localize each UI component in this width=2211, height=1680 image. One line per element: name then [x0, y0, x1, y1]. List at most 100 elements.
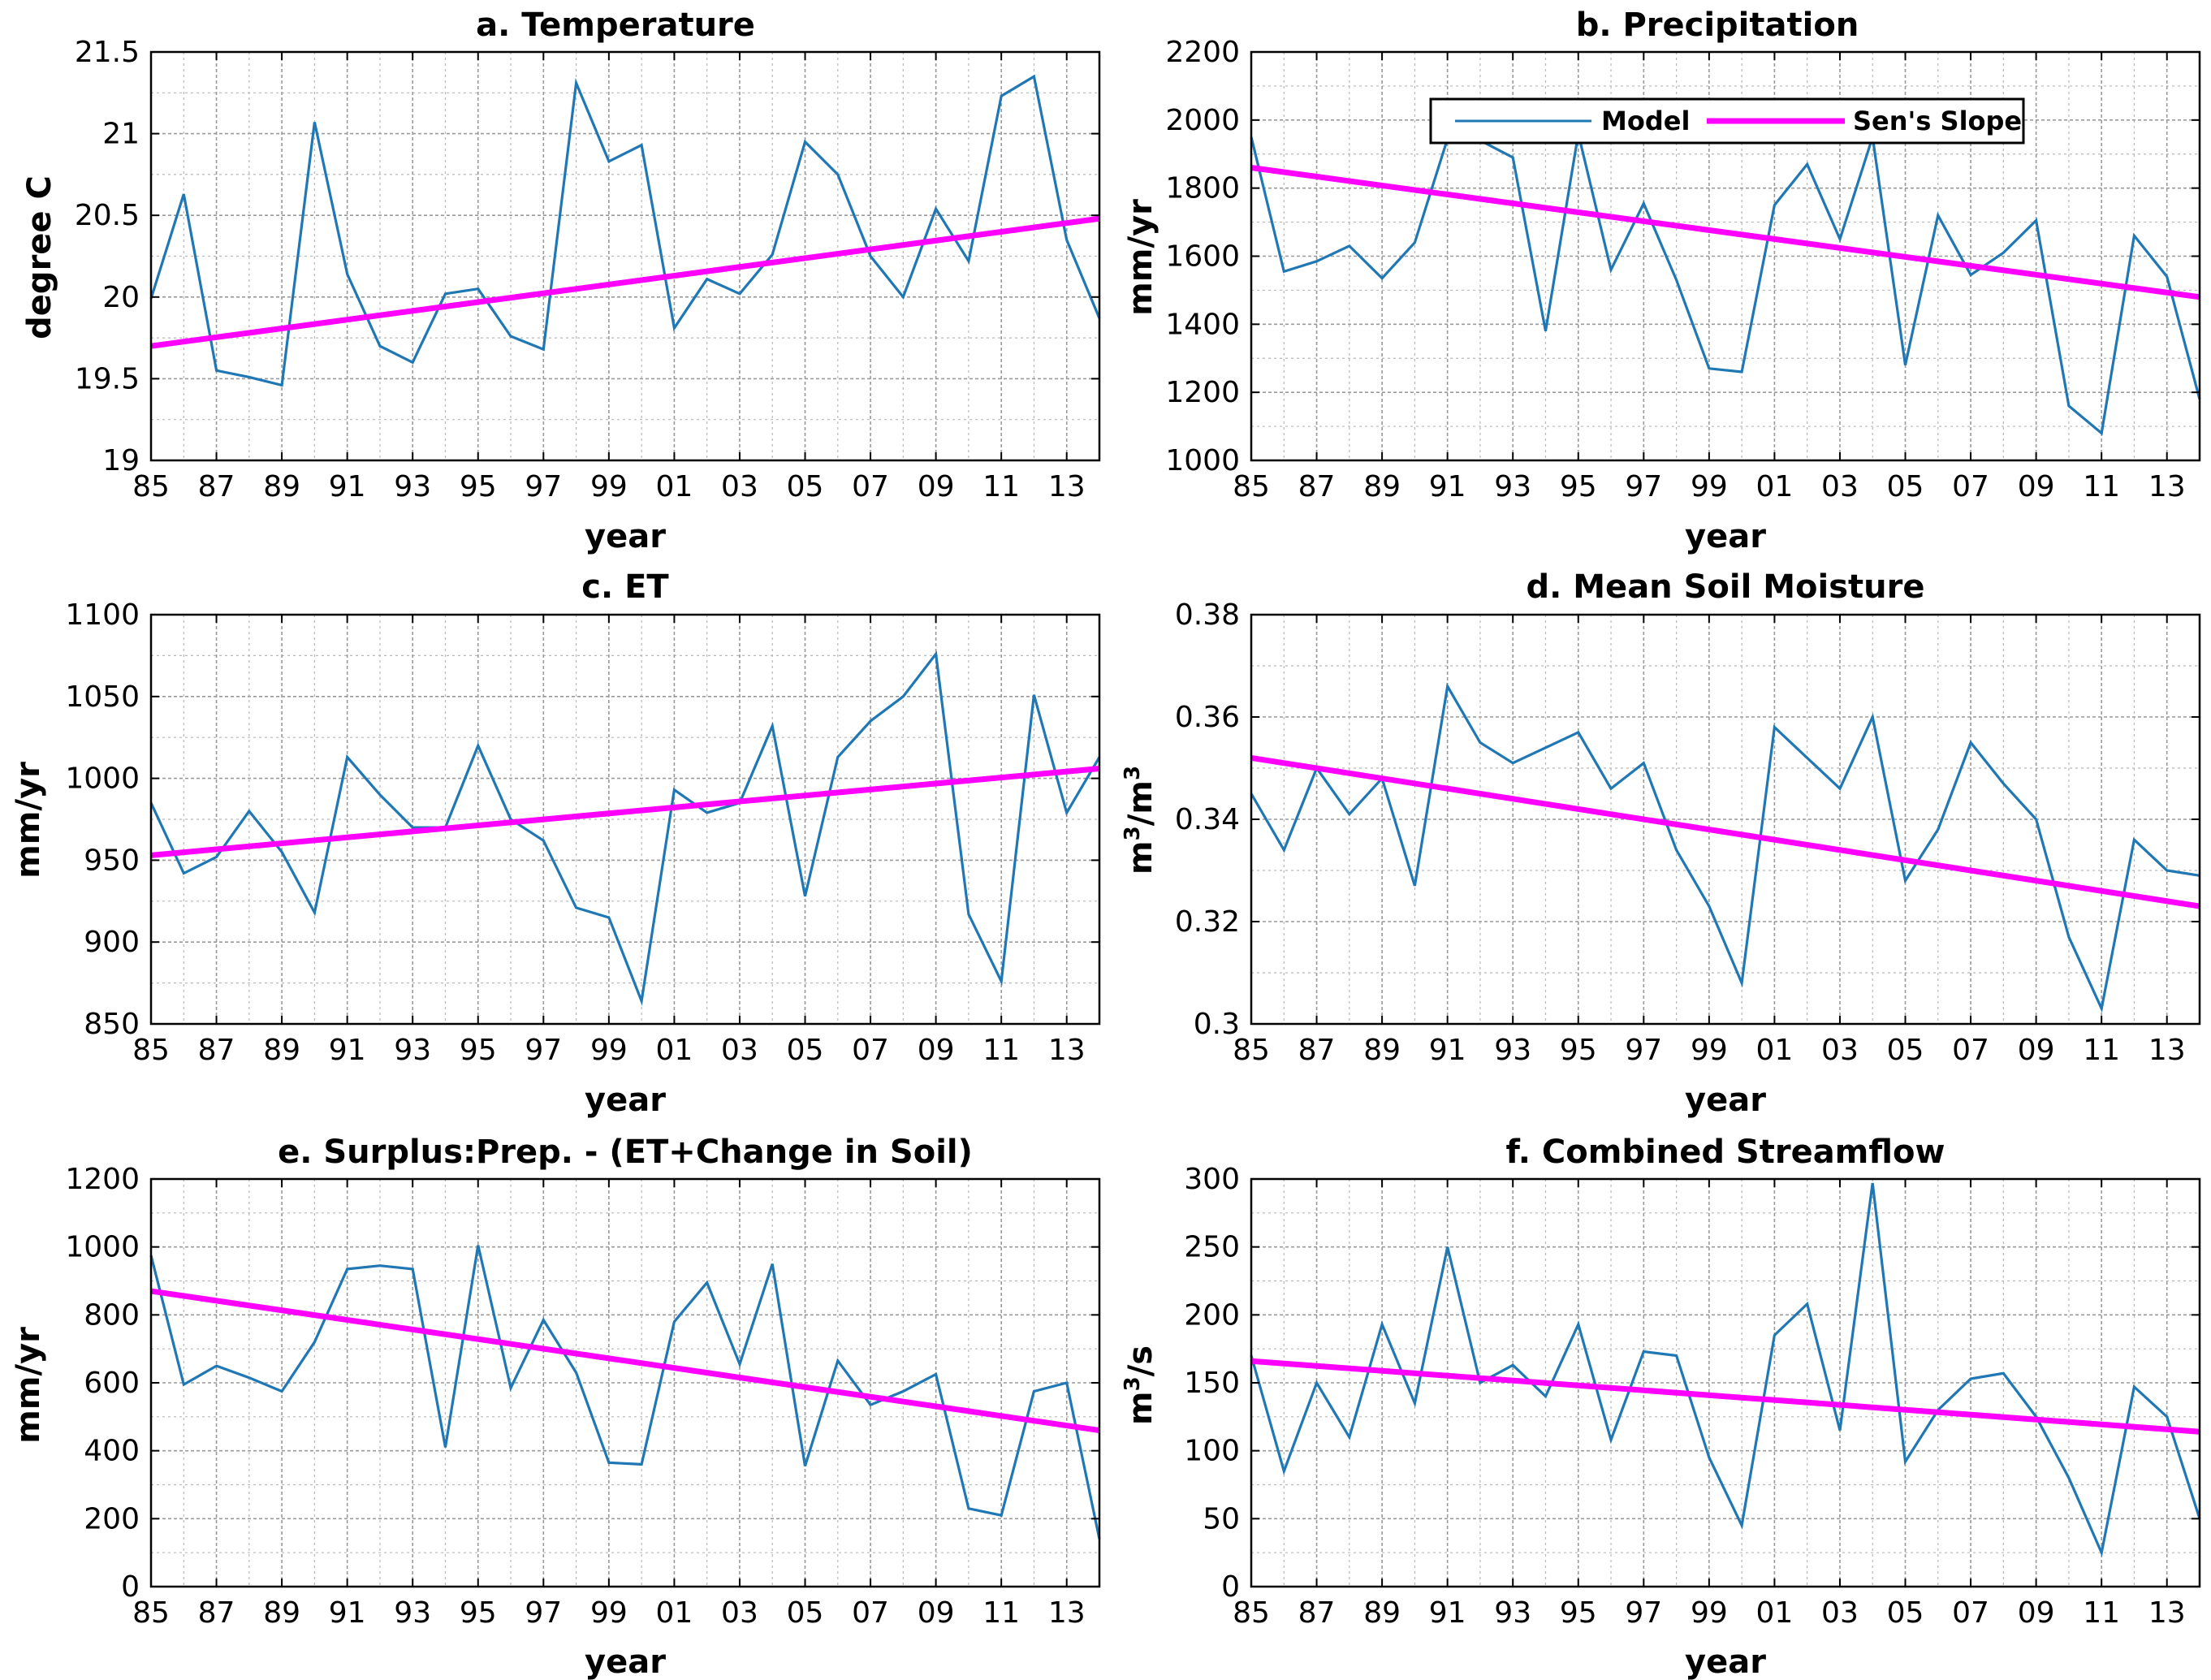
x-tick-label: 85 [132, 470, 170, 503]
plot-area: 1000 1200 1400 1600 1800 2000 2200 85 87 89 91 93 95… [1165, 36, 2201, 503]
y-axis-label: mm/yr [1122, 199, 1159, 316]
x-tick-label: 91 [1429, 470, 1466, 503]
x-tick-label: 07 [852, 1596, 889, 1630]
y-tick-label: 1200 [1165, 376, 1240, 409]
x-tick-label: 95 [1560, 1034, 1597, 1067]
x-tick-label: 89 [263, 1596, 300, 1630]
y-tick-label: 950 [84, 844, 140, 877]
x-tick-label: 99 [590, 470, 628, 503]
y-axis-label: mm/yr [10, 1327, 47, 1444]
y-tick-label: 0.38 [1175, 598, 1240, 632]
x-tick-label: 89 [1363, 1596, 1401, 1630]
series-sens-slope-line [150, 766, 1100, 858]
plot-area: 850 900 950 1000 1050 1100 85 87 89 91 93 95 97 99 01 0… [65, 598, 1101, 1067]
series-model-line [149, 1245, 1101, 1540]
x-tick-label: 99 [590, 1596, 628, 1630]
x-tick-label: 11 [982, 1596, 1020, 1630]
x-tick-label: 95 [1560, 470, 1597, 503]
plot-area: 0 200 400 600 800 1000 1200 85 87 89 91 93 95 97 99 01 0… [65, 1163, 1101, 1630]
x-tick-label: 91 [329, 1034, 366, 1067]
x-tick-label: 09 [918, 1596, 955, 1630]
x-tick-label: 87 [198, 1034, 235, 1067]
panel-title: e. Surplus:Prep. - (ET+Change in Soil) [278, 1134, 973, 1171]
x-tick-label: 07 [852, 1034, 889, 1067]
y-tick-label: 0.36 [1175, 701, 1240, 734]
x-tick-label: 93 [1494, 1034, 1531, 1067]
series-model-line [149, 650, 1101, 1006]
plot-area: 0 50 100 150 200 250 300 85 87 89 91 93 95 97 99 01 03 05… [1184, 1163, 2201, 1630]
x-tick-label: 89 [1363, 470, 1401, 503]
panel-title: b. Precipitation [1576, 6, 1859, 44]
y-tick-label: 1600 [1165, 240, 1240, 274]
y-tick-label: 2000 [1165, 104, 1240, 137]
y-tick-label: 0 [1221, 1570, 1240, 1604]
x-tick-label: 11 [2083, 1596, 2120, 1630]
x-tick-label: 05 [1887, 1034, 1924, 1067]
x-tick-label: 91 [1429, 1596, 1466, 1630]
x-tick-label: 95 [460, 1034, 497, 1067]
x-tick-label: 09 [2018, 1034, 2055, 1067]
panel-a: a. Temperature degree C year 19 19.5 20 20.… [21, 6, 1101, 555]
x-tick-label: 09 [2018, 470, 2055, 503]
y-tick-label: 1000 [65, 762, 140, 796]
axes-box [149, 613, 1101, 1026]
x-tick-label: 05 [787, 1596, 824, 1630]
y-tick-label: 200 [1184, 1298, 1240, 1332]
x-tick-label: 01 [1756, 1034, 1794, 1067]
x-tick-label: 07 [852, 470, 889, 503]
y-tick-label: 19 [102, 444, 140, 477]
y-tick-label: 19.5 [75, 362, 140, 395]
series-sens-slope-line [150, 1288, 1100, 1434]
x-tick-label: 93 [1494, 470, 1531, 503]
x-tick-label: 85 [1233, 470, 1270, 503]
y-tick-label: 850 [84, 1008, 140, 1041]
y-tick-label: 21 [102, 118, 140, 151]
x-tick-label: 97 [1625, 470, 1662, 503]
x-tick-label: 91 [329, 1596, 366, 1630]
x-tick-label: 87 [198, 1596, 235, 1630]
x-tick-label: 87 [198, 470, 235, 503]
series-sens-slope-line [150, 215, 1100, 349]
panel-title: a. Temperature [476, 6, 755, 44]
y-axis-label: degree C [21, 175, 58, 339]
x-tick-label: 97 [525, 1596, 562, 1630]
x-tick-label: 03 [1821, 470, 1859, 503]
y-tick-label: 800 [84, 1298, 140, 1332]
y-tick-label: 1000 [1165, 444, 1240, 477]
x-tick-label: 05 [787, 1034, 824, 1067]
x-tick-label: 11 [982, 470, 1020, 503]
x-tick-label: 05 [787, 470, 824, 503]
y-tick-label: 0.3 [1194, 1008, 1240, 1041]
y-tick-label: 21.5 [75, 36, 140, 69]
x-tick-label: 11 [2083, 470, 2120, 503]
x-tick-label: 01 [656, 1034, 693, 1067]
panel-title: f. Combined Streamflow [1506, 1134, 1945, 1171]
x-tick-label: 85 [132, 1596, 170, 1630]
y-tick-label: 250 [1184, 1231, 1240, 1264]
x-tick-label: 01 [1756, 470, 1794, 503]
x-tick-label: 01 [1756, 1596, 1794, 1630]
y-tick-label: 200 [84, 1502, 140, 1535]
x-tick-label: 93 [394, 1596, 431, 1630]
x-tick-label: 09 [2018, 1596, 2055, 1630]
x-tick-label: 03 [721, 470, 758, 503]
y-tick-label: 50 [1203, 1502, 1240, 1535]
plot-area: 0.3 0.32 0.34 0.36 0.38 85 87 89 91 93 95 97 99 01 03 0… [1175, 598, 2201, 1067]
y-tick-label: 1100 [65, 598, 140, 632]
x-tick-label: 13 [1048, 1596, 1086, 1630]
x-tick-label: 97 [1625, 1034, 1662, 1067]
x-tick-label: 93 [1494, 1596, 1531, 1630]
x-tick-label: 85 [132, 1034, 170, 1067]
panel-c: c. ET mm/yr year 85090095010001050110085… [10, 568, 1101, 1119]
x-tick-label: 03 [1821, 1034, 1859, 1067]
y-tick-label: 1000 [65, 1231, 140, 1264]
y-tick-label: 1050 [65, 680, 140, 714]
y-tick-label: 0 [121, 1570, 140, 1604]
y-axis-label: mm/yr [10, 762, 47, 879]
x-tick-label: 13 [2148, 1596, 2186, 1630]
x-axis-label: year [585, 1643, 666, 1680]
superscript: 3 [1121, 766, 1145, 780]
superscript: 3 [1121, 826, 1145, 840]
legend: Model Sen's Slope [1429, 97, 2025, 145]
x-tick-label: 13 [2148, 470, 2186, 503]
